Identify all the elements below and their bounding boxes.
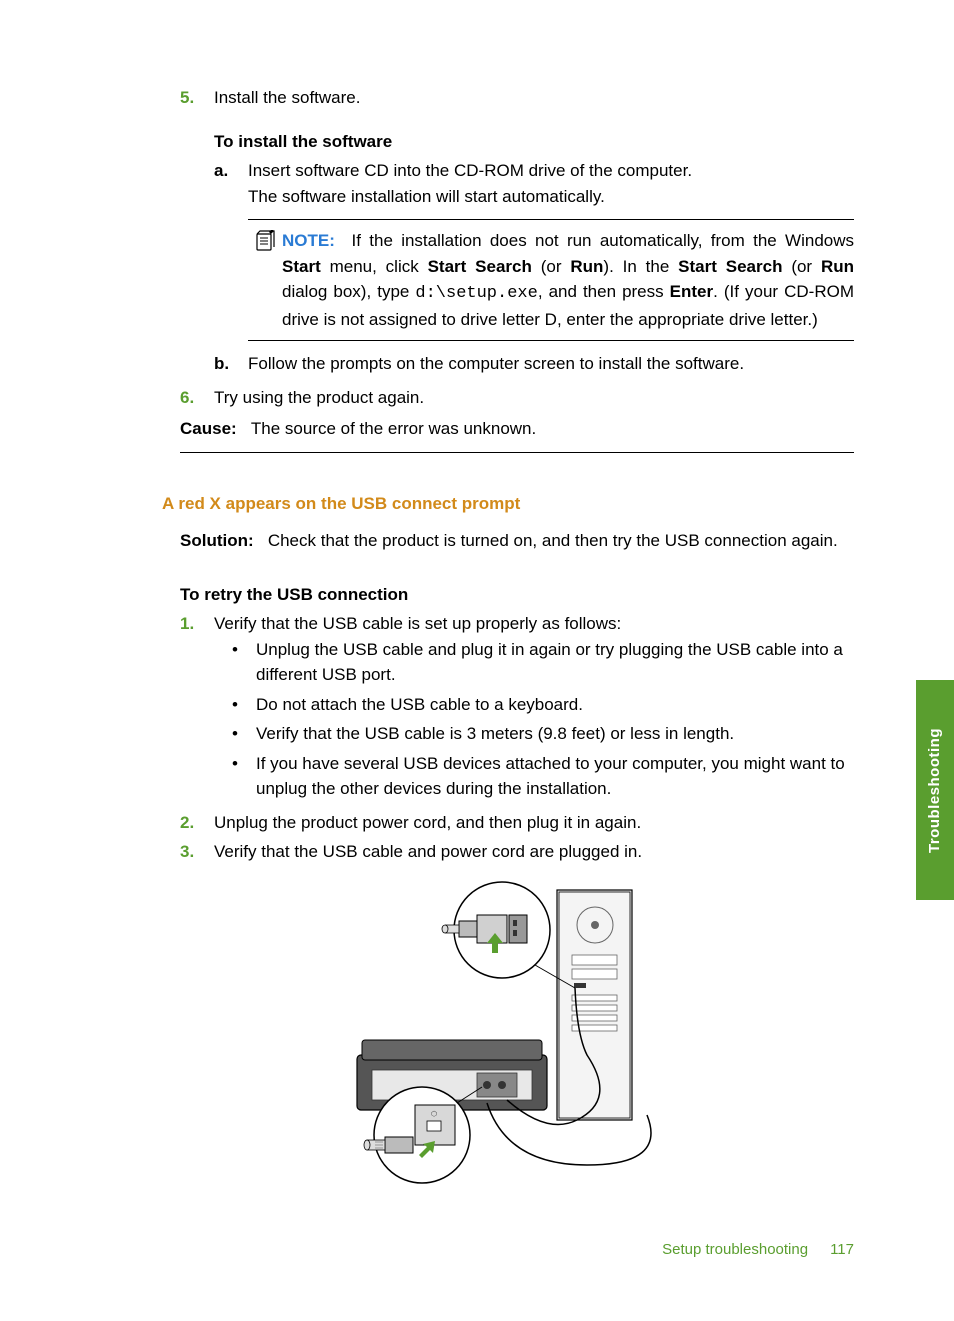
bullet-4: • If you have several USB devices attach… — [228, 751, 854, 802]
step-5a: a. Insert software CD into the CD-ROM dr… — [214, 158, 854, 209]
step-6-number: 6. — [180, 385, 214, 411]
note-text: NOTE: If the installation does not run a… — [282, 228, 854, 332]
step-5-number: 5. — [180, 85, 214, 381]
bullet-dot: • — [228, 637, 256, 688]
step-5a-line1: Insert software CD into the CD-ROM drive… — [248, 158, 692, 184]
solution-label: Solution: — [180, 531, 254, 550]
bullet-2-text: Do not attach the USB cable to a keyboar… — [256, 692, 583, 718]
bullet-3: • Verify that the USB cable is 3 meters … — [228, 721, 854, 747]
install-software-heading: To install the software — [214, 129, 854, 155]
retry-step-2: 2. Unplug the product power cord, and th… — [180, 810, 854, 836]
cause-line: Cause: The source of the error was unkno… — [180, 416, 854, 453]
note-icon — [248, 228, 282, 332]
bullet-1: • Unplug the USB cable and plug it in ag… — [228, 637, 854, 688]
step-6-text: Try using the product again. — [214, 385, 854, 411]
bullet-1-text: Unplug the USB cable and plug it in agai… — [256, 637, 854, 688]
solution-block: Solution: Check that the product is turn… — [180, 528, 854, 554]
step-5b-text: Follow the prompts on the computer scree… — [248, 351, 744, 377]
step-5b: b. Follow the prompts on the computer sc… — [214, 351, 854, 377]
retry-step-1-body: Verify that the USB cable is set up prop… — [214, 611, 854, 806]
retry-usb-heading: To retry the USB connection — [180, 582, 854, 608]
bullet-dot: • — [228, 721, 256, 747]
bullet-3-text: Verify that the USB cable is 3 meters (9… — [256, 721, 734, 747]
retry-step-3-text: Verify that the USB cable and power cord… — [214, 839, 854, 865]
solution-text: Check that the product is turned on, and… — [268, 531, 838, 550]
step-5a-line2: The software installation will start aut… — [248, 184, 692, 210]
bullet-4-text: If you have several USB devices attached… — [256, 751, 854, 802]
retry-step-2-num: 2. — [180, 810, 214, 836]
step-5: 5. Install the software. To install the … — [180, 85, 854, 381]
retry-step-1: 1. Verify that the USB cable is set up p… — [180, 611, 854, 806]
usb-connection-illustration: ⬡ — [327, 875, 707, 1185]
bullet-2: • Do not attach the USB cable to a keybo… — [228, 692, 854, 718]
page-content: 5. Install the software. To install the … — [0, 0, 954, 1245]
svg-text:⬡: ⬡ — [431, 1110, 437, 1118]
side-tab: Troubleshooting — [916, 680, 954, 900]
cause-text: The source of the error was unknown. — [251, 419, 536, 438]
section-heading-red-x: A red X appears on the USB connect promp… — [162, 491, 854, 517]
retry-step-1-text: Verify that the USB cable is set up prop… — [214, 611, 854, 637]
footer-text: Setup troubleshooting — [662, 1241, 808, 1258]
cause-label: Cause: — [180, 419, 237, 438]
step-5a-body: Insert software CD into the CD-ROM drive… — [248, 158, 692, 209]
retry-step-2-text: Unplug the product power cord, and then … — [214, 810, 854, 836]
retry-step-3-num: 3. — [180, 839, 214, 865]
step-5-body: Install the software. To install the sof… — [214, 85, 854, 381]
bullet-dot: • — [228, 751, 256, 802]
step-5b-letter: b. — [214, 351, 248, 377]
side-tab-label: Troubleshooting — [924, 728, 947, 853]
retry-step-1-num: 1. — [180, 611, 214, 806]
bullet-dot: • — [228, 692, 256, 718]
retry-step-3: 3. Verify that the USB cable and power c… — [180, 839, 854, 865]
step-5a-letter: a. — [214, 158, 248, 209]
step-6: 6. Try using the product again. — [180, 385, 854, 411]
note-label: NOTE: — [282, 231, 335, 250]
page-footer: Setup troubleshooting 117 — [662, 1239, 854, 1262]
note-box: NOTE: If the installation does not run a… — [248, 219, 854, 341]
step-5-text: Install the software. — [214, 85, 854, 111]
footer-page: 117 — [830, 1241, 854, 1258]
